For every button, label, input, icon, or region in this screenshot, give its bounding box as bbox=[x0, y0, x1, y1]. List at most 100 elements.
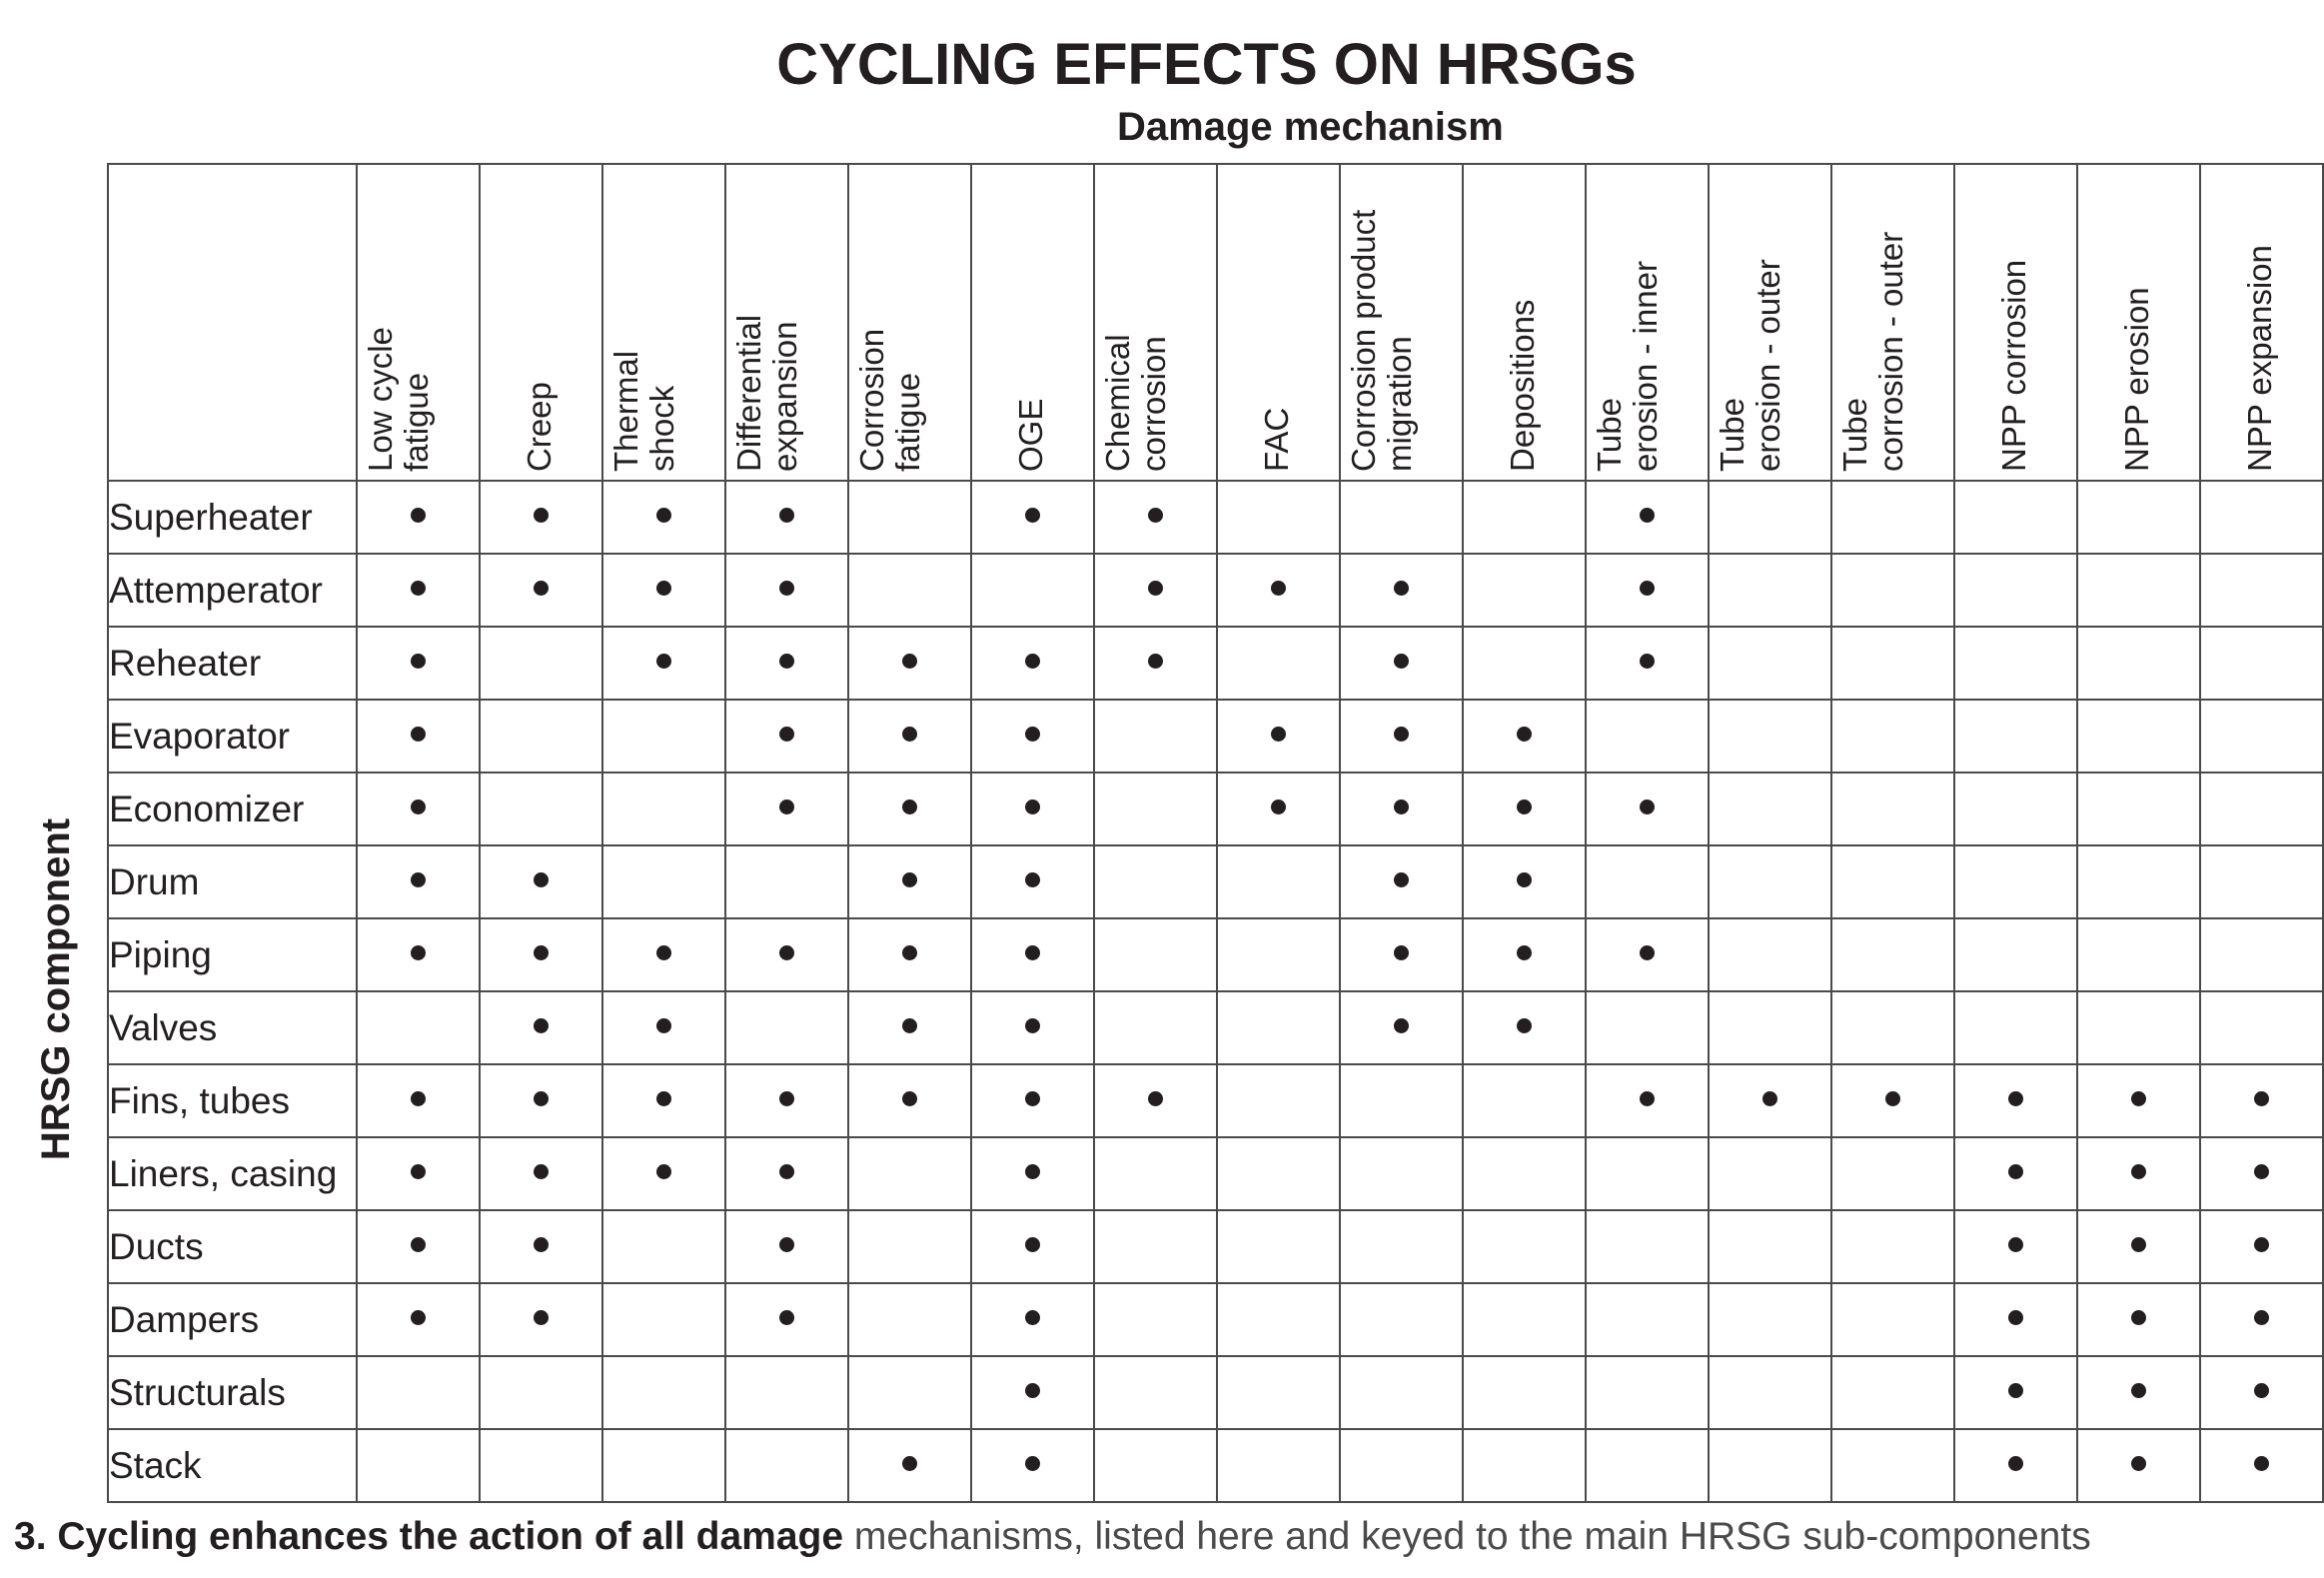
matrix-cell bbox=[1830, 772, 1955, 846]
bullet-mark bbox=[1025, 944, 1040, 960]
matrix-cell bbox=[1585, 626, 1710, 701]
matrix-cell bbox=[970, 917, 1095, 992]
matrix-cell bbox=[2076, 626, 2201, 701]
matrix-cell bbox=[1216, 1136, 1341, 1211]
matrix-cell bbox=[847, 844, 972, 919]
bullet-mark bbox=[534, 1090, 549, 1106]
matrix-cell bbox=[1585, 990, 1710, 1065]
matrix-cell bbox=[1585, 844, 1710, 919]
matrix-cell bbox=[1093, 844, 1218, 919]
matrix-cell bbox=[847, 699, 972, 774]
table-row: Attemperator bbox=[107, 553, 2324, 628]
caption-rest: mechanisms, listed here and keyed to the… bbox=[843, 1515, 2091, 1558]
bullet-mark bbox=[411, 1163, 426, 1179]
matrix-cell bbox=[1830, 699, 1955, 774]
bullet-mark bbox=[2008, 1382, 2023, 1398]
bullet-mark bbox=[411, 798, 426, 814]
matrix-cell bbox=[356, 990, 481, 1065]
column-header-label: OGE bbox=[1011, 398, 1049, 472]
bullet-mark bbox=[2131, 1090, 2146, 1106]
matrix-cell bbox=[1093, 1136, 1218, 1211]
bullet-mark bbox=[411, 726, 426, 742]
bullet-mark bbox=[1025, 1017, 1040, 1033]
matrix-cell bbox=[2199, 990, 2324, 1065]
bullet-mark bbox=[779, 507, 794, 523]
bullet-mark bbox=[2131, 1382, 2146, 1398]
matrix-cell bbox=[1216, 772, 1341, 846]
matrix-cell bbox=[1585, 480, 1710, 555]
matrix-cell bbox=[1830, 1282, 1955, 1357]
matrix-cell bbox=[1585, 1063, 1710, 1138]
matrix-cell bbox=[970, 990, 1095, 1065]
column-header-label: NPP corrosion bbox=[1994, 259, 2032, 472]
matrix-cell bbox=[1708, 844, 1832, 919]
matrix-cell bbox=[724, 844, 849, 919]
matrix-cell bbox=[1708, 1428, 1832, 1503]
bullet-mark bbox=[1025, 798, 1040, 814]
bullet-mark bbox=[2131, 1455, 2146, 1471]
column-header: NPP corrosion bbox=[1953, 163, 2078, 482]
matrix-cell bbox=[2199, 917, 2324, 992]
matrix-cell bbox=[1462, 1136, 1587, 1211]
matrix-cell bbox=[1339, 1136, 1464, 1211]
bullet-mark bbox=[1025, 726, 1040, 742]
column-header: FAC bbox=[1216, 163, 1341, 482]
matrix-cell bbox=[479, 480, 603, 555]
matrix-cell bbox=[356, 917, 481, 992]
bullet-mark bbox=[1148, 1090, 1163, 1106]
matrix-cell bbox=[1462, 1355, 1587, 1430]
matrix-cell bbox=[2076, 772, 2201, 846]
matrix-cell bbox=[1216, 844, 1341, 919]
matrix-cell bbox=[2199, 844, 2324, 919]
column-header-label: NPP erosion bbox=[2117, 287, 2155, 472]
row-label: Attemperator bbox=[107, 553, 358, 628]
bullet-mark bbox=[656, 653, 671, 669]
matrix-cell bbox=[724, 553, 849, 628]
matrix-cell bbox=[1462, 917, 1587, 992]
bullet-mark bbox=[779, 944, 794, 960]
bullet-mark bbox=[534, 1309, 549, 1325]
matrix-cell bbox=[1339, 626, 1464, 701]
bullet-mark bbox=[1885, 1090, 1900, 1106]
bullet-mark bbox=[902, 1017, 917, 1033]
matrix-cell bbox=[1953, 772, 2078, 846]
matrix-cell bbox=[601, 1428, 726, 1503]
bullet-mark bbox=[2254, 1309, 2269, 1325]
matrix-cell bbox=[1216, 1209, 1341, 1284]
matrix-cell bbox=[1830, 1209, 1955, 1284]
bullet-mark bbox=[779, 726, 794, 742]
row-label: Dampers bbox=[107, 1282, 358, 1357]
matrix-cell bbox=[1830, 480, 1955, 555]
matrix-cell bbox=[2199, 553, 2324, 628]
matrix-cell bbox=[479, 1282, 603, 1357]
bullet-mark bbox=[779, 653, 794, 669]
bullet-mark bbox=[1271, 580, 1286, 596]
matrix-cell bbox=[847, 1209, 972, 1284]
matrix-cell bbox=[1462, 480, 1587, 555]
matrix-cell bbox=[356, 1136, 481, 1211]
column-header: Tube corrosion - outer bbox=[1830, 163, 1955, 482]
matrix-cell bbox=[1093, 1209, 1218, 1284]
bullet-mark bbox=[1394, 798, 1409, 814]
matrix-cell bbox=[1953, 480, 2078, 555]
bullet-mark bbox=[1148, 653, 1163, 669]
matrix-cell bbox=[1953, 1136, 2078, 1211]
column-header-label: Corrosion fatigue bbox=[852, 328, 926, 472]
bullet-mark bbox=[1640, 580, 1655, 596]
bullet-mark bbox=[1394, 871, 1409, 887]
column-header: OGE bbox=[970, 163, 1095, 482]
bullet-mark bbox=[411, 1236, 426, 1252]
matrix-cell bbox=[1585, 1355, 1710, 1430]
matrix-cell bbox=[2076, 990, 2201, 1065]
bullet-mark bbox=[534, 944, 549, 960]
matrix-cell bbox=[2199, 1282, 2324, 1357]
bullet-mark bbox=[2008, 1309, 2023, 1325]
matrix-cell bbox=[847, 1355, 972, 1430]
matrix-cell bbox=[1953, 626, 2078, 701]
bullet-mark bbox=[1148, 507, 1163, 523]
matrix-cell bbox=[1708, 1063, 1832, 1138]
matrix-cell bbox=[1216, 917, 1341, 992]
bullet-mark bbox=[1640, 798, 1655, 814]
column-header: Creep bbox=[479, 163, 603, 482]
matrix-cell bbox=[970, 1355, 1095, 1430]
